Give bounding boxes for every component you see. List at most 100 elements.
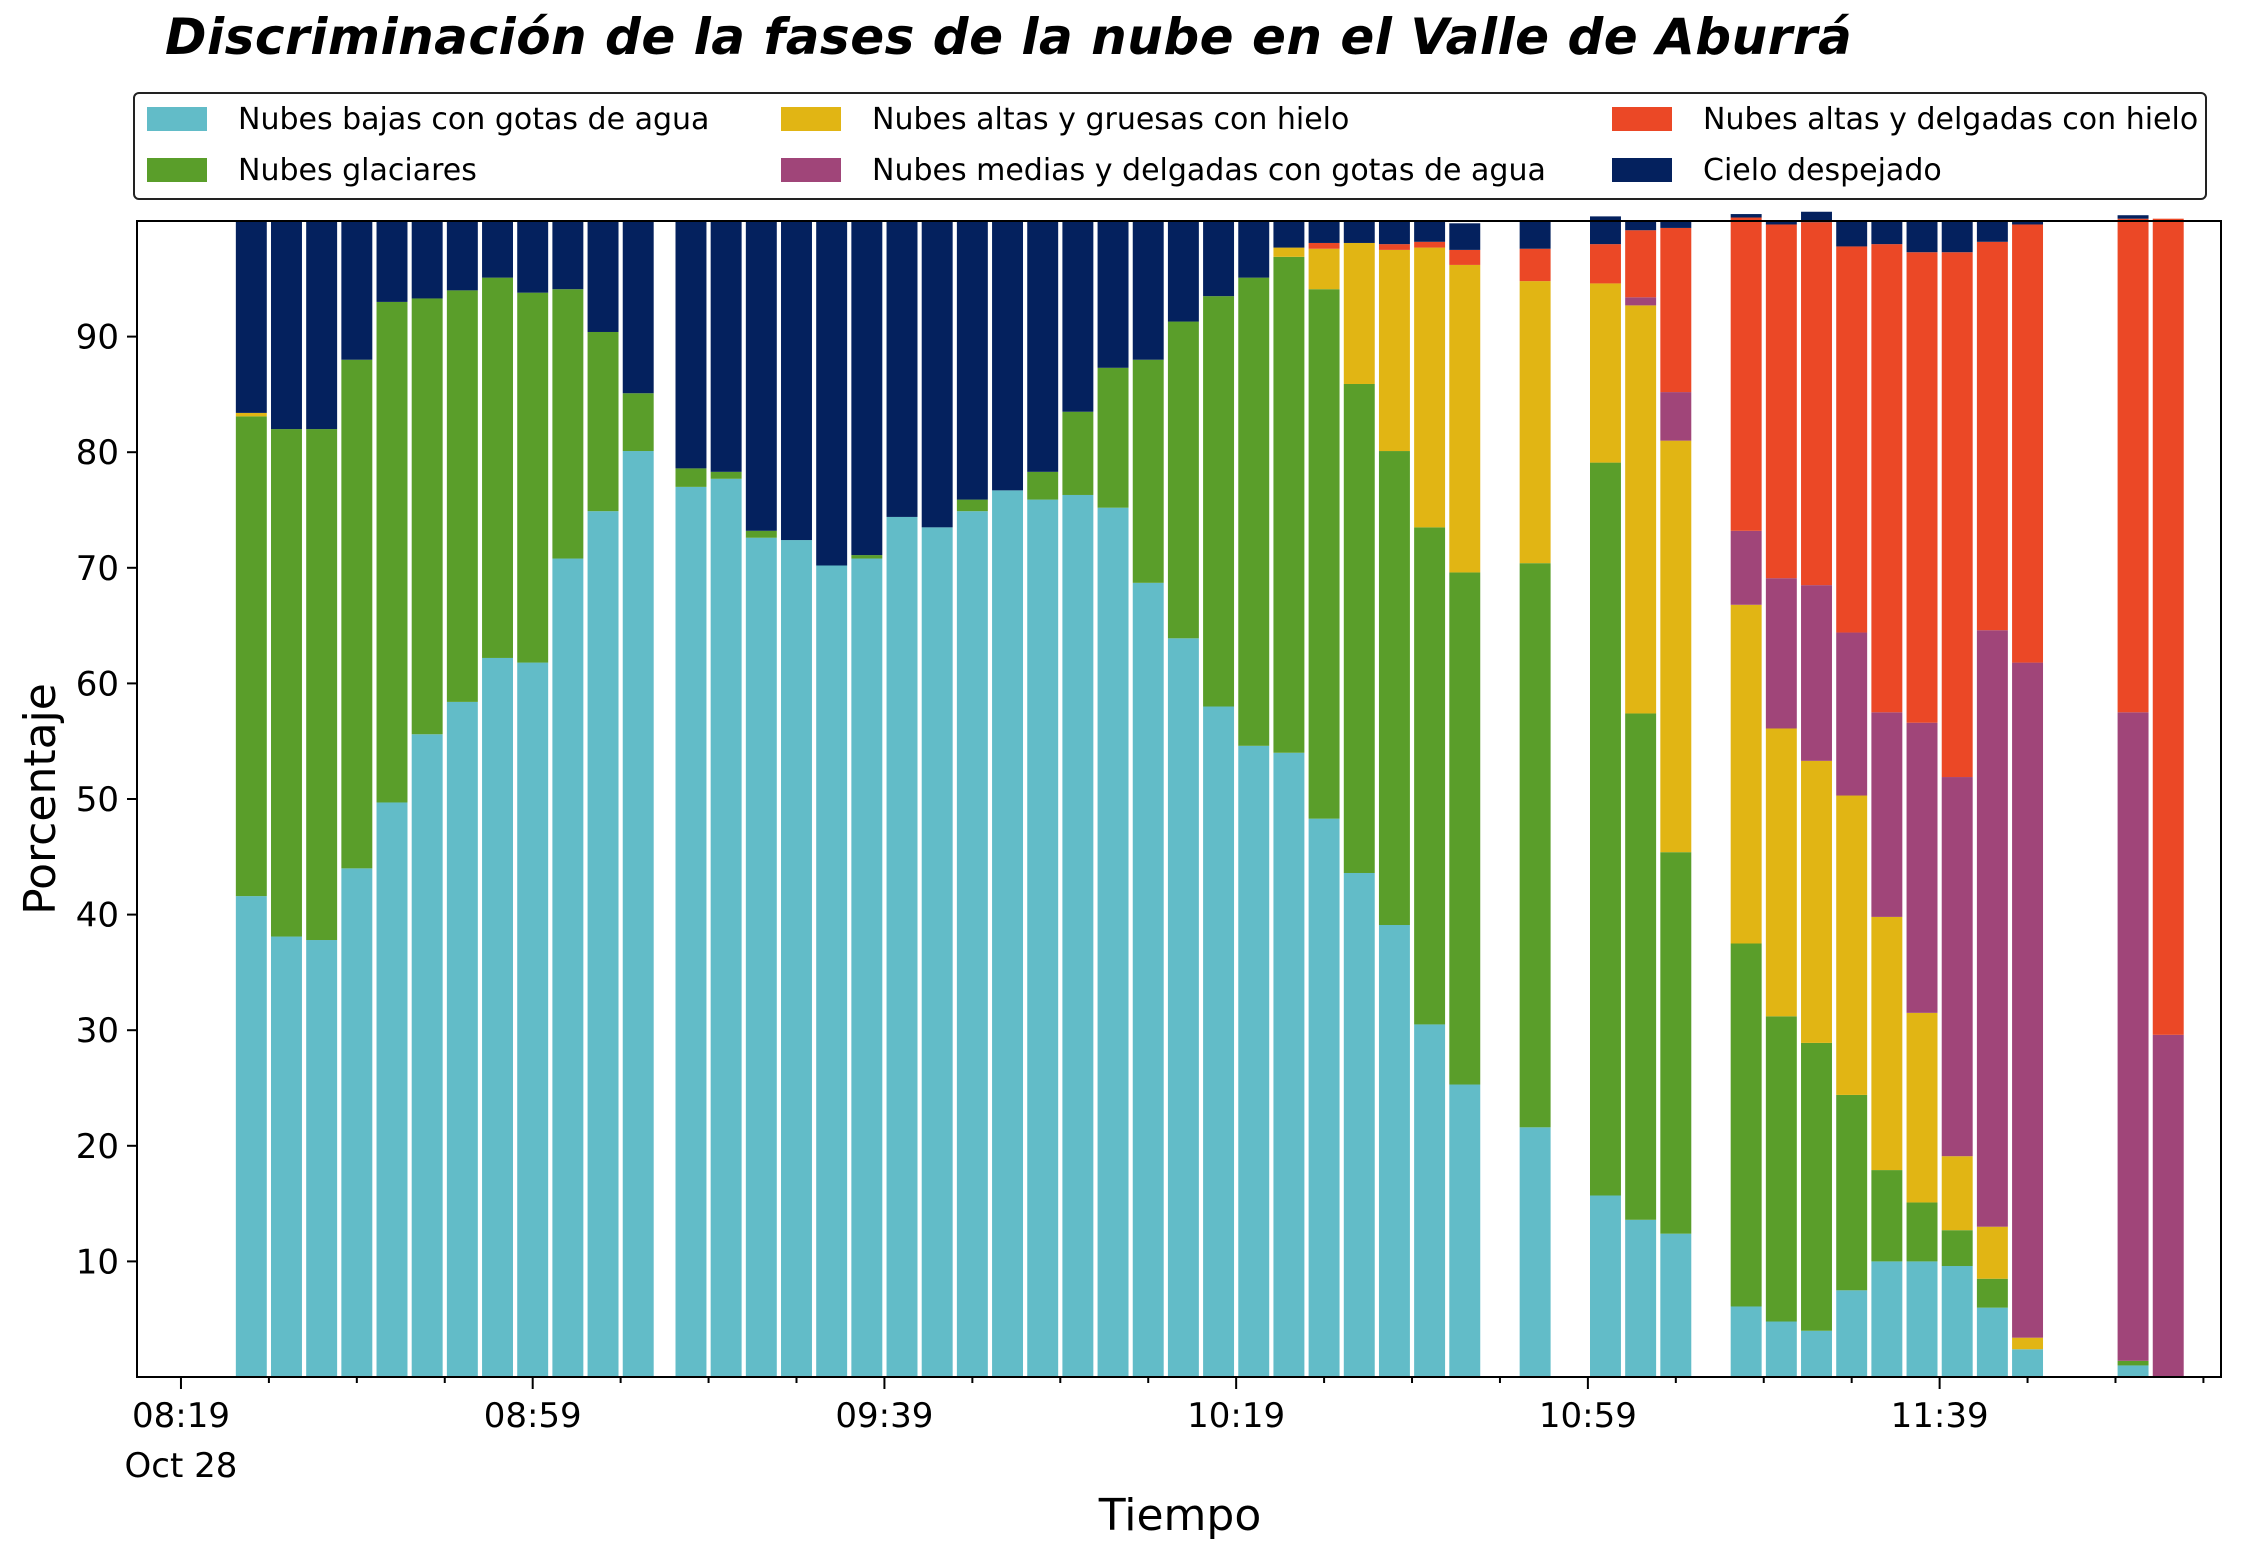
x-axis-label: Tiempo	[1098, 1490, 1262, 1541]
bar-segment	[235, 412, 267, 417]
bar-segment	[992, 490, 1024, 1378]
legend-item: Nubes altas y gruesas con hielo	[781, 99, 1349, 139]
bar-segment	[710, 478, 742, 1377]
bar-segment	[1871, 221, 1903, 245]
bar-segment	[2117, 1360, 2149, 1366]
bar-segment	[517, 662, 549, 1377]
y-axis-label: Porcentaje	[15, 683, 66, 915]
bar-segment	[1871, 1170, 1903, 1262]
bar-segment	[1906, 221, 1938, 253]
bar-segment	[921, 527, 953, 1377]
bar-segment	[921, 221, 953, 528]
bar-segment	[1203, 221, 1235, 297]
bar-segment	[710, 471, 742, 479]
bar-segment	[1836, 246, 1868, 633]
bar-segment	[235, 416, 267, 897]
bar-segment	[2012, 662, 2044, 1338]
legend-swatch	[147, 107, 207, 131]
bar-segment	[992, 221, 1024, 491]
bar-segment	[1590, 1195, 1621, 1377]
bar-segment	[411, 298, 443, 735]
bar-segment	[517, 221, 549, 293]
bar-segment	[1976, 630, 2008, 1227]
bar-segment	[1730, 530, 1762, 605]
bar-segment	[552, 558, 584, 1377]
bar-segment	[1625, 1219, 1657, 1377]
bar-segment	[1203, 296, 1235, 707]
bar-segment	[1378, 244, 1410, 250]
bar-segment	[1519, 248, 1551, 282]
bar-segment	[1308, 242, 1340, 249]
bar-segment	[1027, 499, 1059, 1378]
bar-segment	[341, 221, 373, 360]
bar-segment	[1836, 1094, 1868, 1291]
bar-segment	[1308, 248, 1340, 290]
bar-segment	[1343, 242, 1375, 384]
bar-segment	[235, 896, 267, 1377]
bar-segment	[341, 359, 373, 869]
bar-segment	[1378, 249, 1410, 452]
bar-segment	[341, 868, 373, 1377]
bar-segment	[1097, 367, 1129, 508]
bar-segment	[1062, 221, 1094, 412]
y-tick-label: 20	[76, 1127, 119, 1167]
bar-segment	[1660, 227, 1692, 393]
bar-segment	[1625, 305, 1657, 714]
bar-segment	[1871, 1261, 1903, 1377]
bar-segment	[235, 221, 267, 413]
axes-layer: 10 20 30 40 50 60 70 80 90 08:19 08:59 09:39 10:19 10…	[76, 318, 2244, 1486]
legend-item: Nubes glaciares	[147, 150, 477, 190]
bar-segment	[1765, 221, 1797, 225]
bar-segment	[956, 511, 988, 1377]
bar-segment	[1414, 221, 1446, 242]
bar-segment	[622, 221, 654, 394]
bar-segment	[1449, 249, 1481, 265]
bar-segment	[1519, 221, 1551, 249]
bar-segment	[1906, 722, 1938, 1013]
bar-segment	[552, 289, 584, 559]
bar-segment	[1836, 795, 1868, 1095]
bar-segment	[1238, 745, 1270, 1377]
bar-segment	[1449, 264, 1481, 573]
bar-segment	[271, 936, 302, 1377]
bar-segment	[1730, 214, 1762, 218]
bar-segment	[622, 451, 654, 1377]
bar-segment	[411, 221, 443, 299]
legend-label: Nubes glaciares	[238, 152, 477, 188]
bar-segment	[1519, 1127, 1551, 1377]
bar-segment	[781, 221, 812, 541]
bar-segment	[1765, 1016, 1797, 1322]
bar-segment	[1590, 244, 1621, 284]
bar-segment	[482, 221, 513, 278]
x-tick-label: 10:59	[1539, 1396, 1637, 1436]
bar-segment	[1590, 462, 1621, 1196]
bar-segment	[1801, 211, 1832, 223]
bar-segment	[1941, 777, 1973, 1157]
bar-segment	[2117, 712, 2149, 1361]
y-tick-label: 80	[76, 433, 119, 473]
bar-segment	[886, 221, 918, 517]
bar-segment	[2012, 224, 2044, 663]
bar-segment	[446, 221, 478, 291]
bar-segment	[1203, 706, 1235, 1377]
bar-segment	[1906, 252, 1938, 723]
bar-segment	[1519, 563, 1551, 1128]
legend-label: Nubes medias y delgadas con gotas de agu…	[872, 152, 1546, 188]
bar-segment	[1238, 221, 1270, 278]
bar-segment	[1906, 1202, 1938, 1262]
bar-segment	[587, 511, 619, 1377]
legend-label: Nubes bajas con gotas de agua	[238, 101, 710, 137]
bar-segment	[1836, 1290, 1868, 1377]
bar-segment	[675, 486, 707, 1377]
bar-segment	[446, 290, 478, 702]
bar-segment	[1941, 252, 1973, 778]
bar-segment	[1167, 638, 1199, 1377]
bar-segment	[816, 221, 848, 566]
bar-segment	[1941, 1230, 1973, 1267]
bar-segment	[851, 555, 883, 559]
bar-segment	[411, 734, 443, 1377]
x-tick-label: 10:19	[1187, 1396, 1285, 1436]
bar-segment	[1097, 507, 1129, 1377]
bar-segment	[745, 530, 777, 538]
bar-segment	[271, 221, 302, 430]
